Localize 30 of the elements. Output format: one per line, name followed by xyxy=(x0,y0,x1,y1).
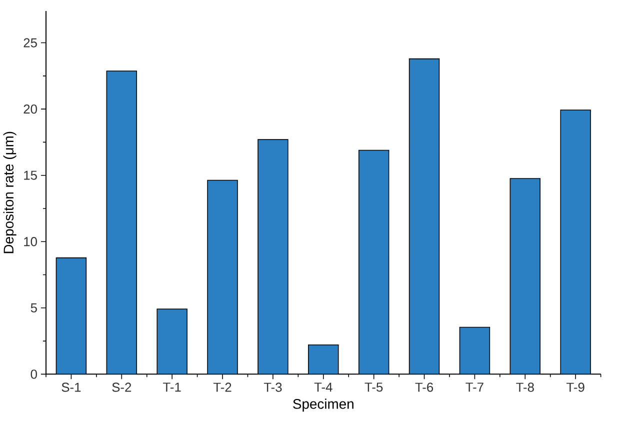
x-tick-label: S-1 xyxy=(62,382,81,392)
bar xyxy=(258,140,288,374)
x-tick-label: T-4 xyxy=(314,382,332,392)
bar xyxy=(157,308,188,374)
x-tick-label: T-8 xyxy=(516,382,534,392)
y-tick-label: 25 xyxy=(24,38,37,48)
bar xyxy=(409,58,440,374)
bar xyxy=(208,180,238,374)
bar xyxy=(106,70,137,374)
x-tick-label: T-3 xyxy=(264,382,282,392)
bar xyxy=(460,327,490,374)
x-tick-label: S-2 xyxy=(112,382,132,392)
y-axis-title: Depositon rate (μm) xyxy=(3,132,16,254)
y-tick-label: 0 xyxy=(30,370,37,379)
x-tick-label: T-1 xyxy=(163,382,181,392)
x-tick-label: T-5 xyxy=(364,382,383,392)
bar xyxy=(56,258,86,374)
bar xyxy=(308,344,338,374)
y-tick-label: 20 xyxy=(24,104,37,114)
bar xyxy=(560,110,591,374)
x-axis-title: Specimen xyxy=(293,398,354,412)
y-tick-label: 15 xyxy=(24,170,37,180)
x-tick-label: T-7 xyxy=(466,382,484,392)
x-tick-label: T-2 xyxy=(213,382,232,392)
x-tick-label: T-6 xyxy=(415,382,434,392)
bar xyxy=(358,150,389,374)
x-tick-label: T-9 xyxy=(566,382,584,392)
y-tick-label: 5 xyxy=(30,303,37,312)
bar xyxy=(510,178,540,374)
y-tick-label: 10 xyxy=(24,237,37,246)
